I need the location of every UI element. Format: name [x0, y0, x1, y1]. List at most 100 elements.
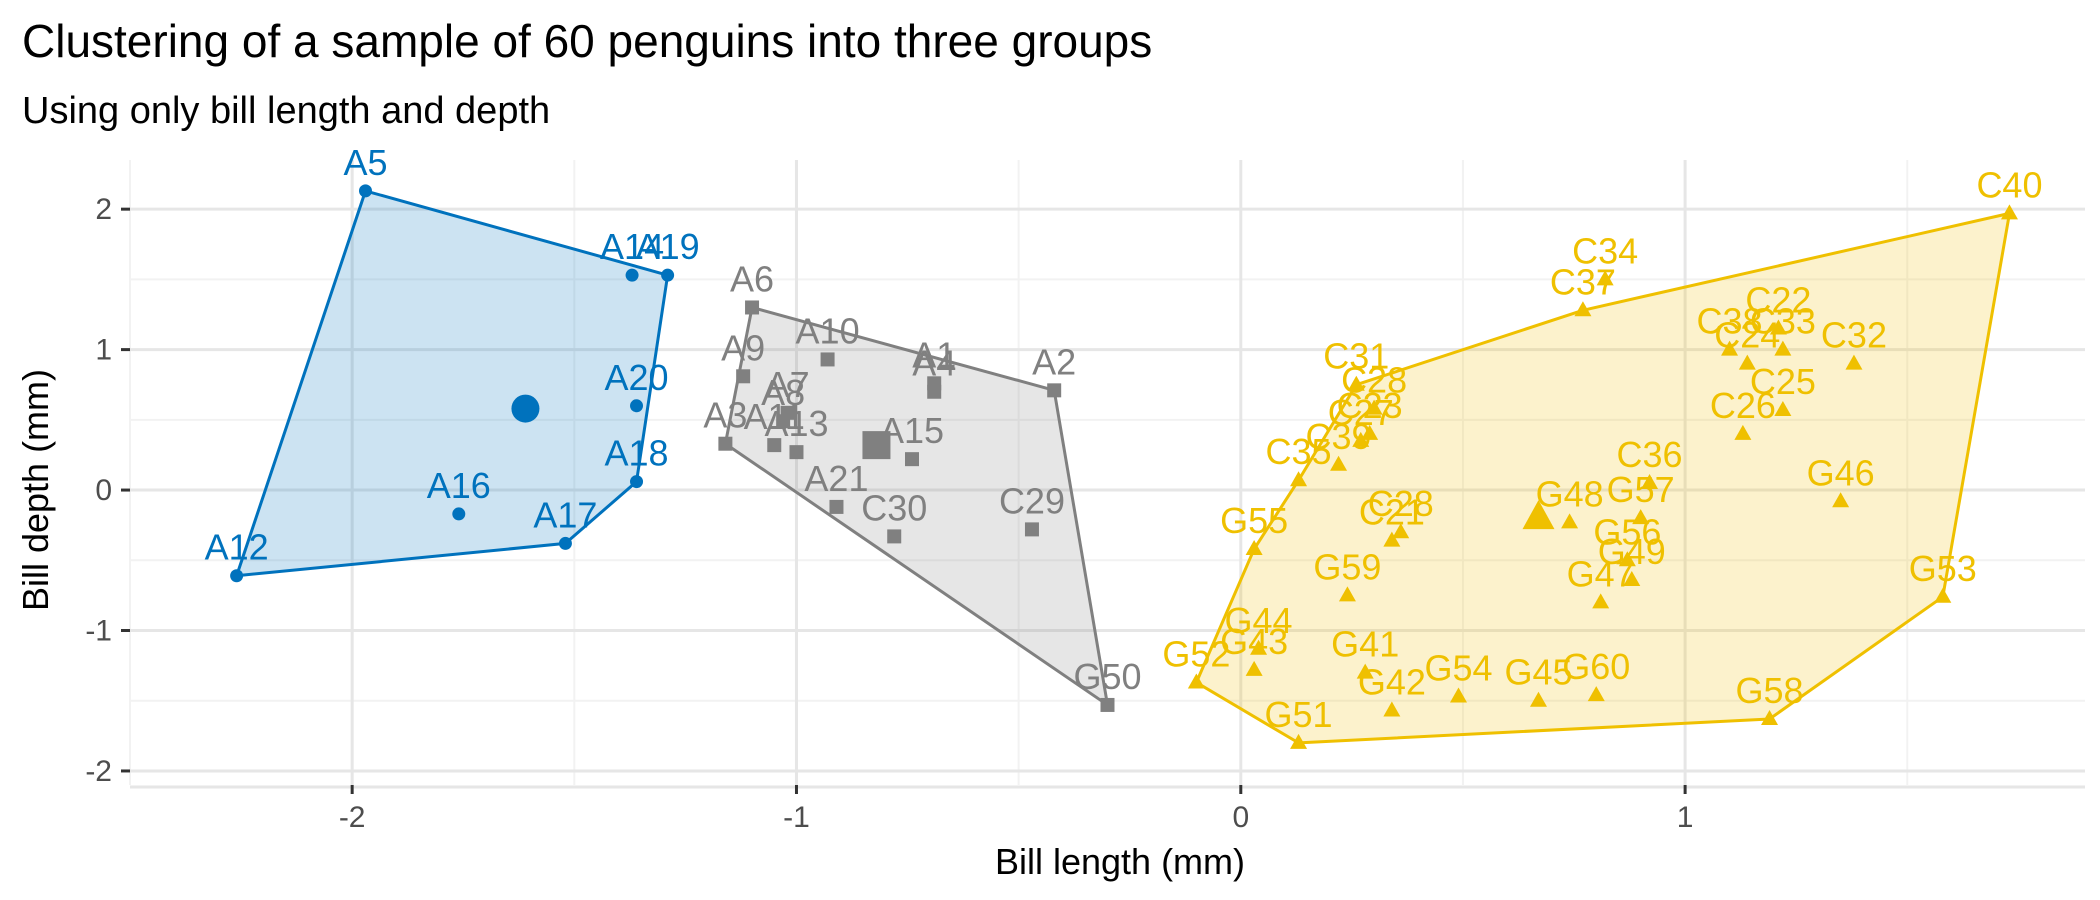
- data-point: [1383, 531, 1401, 547]
- y-tick-label: 2: [95, 193, 112, 226]
- point-label: G57: [1607, 469, 1675, 510]
- data-point: [452, 507, 466, 521]
- data-point: [1623, 570, 1641, 586]
- y-axis-title: Bill depth (mm): [15, 369, 56, 611]
- data-point: [230, 569, 244, 583]
- data-point: [905, 452, 919, 467]
- data-point: [1734, 424, 1752, 440]
- x-tick-label: -1: [783, 801, 810, 834]
- data-point: [1392, 523, 1410, 539]
- data-point: [1592, 593, 1610, 609]
- point-label: A7: [766, 364, 810, 405]
- data-point: [1934, 587, 1952, 603]
- point-label: G42: [1358, 662, 1426, 703]
- x-tick-label: 0: [1232, 801, 1249, 834]
- y-tick-label: -1: [85, 615, 112, 648]
- point-label: C23: [1337, 385, 1403, 426]
- point-label: G45: [1504, 652, 1572, 693]
- data-point: [1024, 522, 1039, 537]
- cluster-hulls: [235, 189, 2011, 745]
- point-label: G43: [1220, 621, 1288, 662]
- point-label: G51: [1265, 694, 1333, 735]
- data-point: [829, 499, 844, 514]
- data-point: [1047, 383, 1062, 398]
- point-label: A15: [880, 410, 944, 451]
- y-tick-label: 0: [95, 474, 112, 507]
- data-point: [625, 268, 639, 282]
- point-label: A2: [1032, 341, 1076, 382]
- point-label: A3: [703, 395, 747, 436]
- point-label: G44: [1225, 600, 1293, 641]
- data-point: [1561, 513, 1579, 529]
- point-label: G50: [1073, 656, 1141, 697]
- data-point: [1761, 709, 1779, 725]
- data-point: [1250, 639, 1268, 655]
- data-point: [1347, 375, 1365, 391]
- point-label: C35: [1266, 431, 1332, 472]
- point-label: C26: [1710, 385, 1776, 426]
- data-point: [1450, 687, 1468, 703]
- cluster-hull: [1194, 211, 2011, 745]
- point-label: A18: [604, 433, 668, 474]
- point-label: A10: [796, 310, 860, 351]
- point-label: A16: [427, 465, 491, 506]
- cluster-centroid: [1522, 500, 1555, 530]
- data-points: [230, 184, 2018, 749]
- point-label: G53: [1909, 548, 1977, 589]
- data-point: [1290, 733, 1308, 749]
- data-point: [776, 414, 791, 429]
- data-point: [1774, 340, 1792, 356]
- data-point: [1365, 399, 1383, 415]
- data-point: [820, 352, 835, 367]
- point-label: A6: [730, 258, 774, 299]
- data-point: [789, 445, 804, 460]
- x-axis-title: Bill length (mm): [995, 841, 1245, 882]
- data-point: [1529, 691, 1547, 707]
- point-label: A11: [744, 396, 805, 437]
- point-label: C28: [1368, 483, 1434, 524]
- point-label: A17: [533, 494, 597, 535]
- grid-major: [130, 160, 2085, 785]
- data-point: [630, 399, 644, 413]
- data-point: [1383, 701, 1401, 717]
- point-label: C39: [1306, 416, 1372, 457]
- point-label: C34: [1572, 230, 1638, 271]
- data-point: [767, 438, 782, 453]
- data-point: [1721, 340, 1739, 356]
- point-label: A19: [636, 226, 700, 267]
- data-point: [745, 300, 760, 315]
- point-label: C28: [1341, 360, 1407, 401]
- data-point: [1845, 354, 1863, 370]
- point-label: G48: [1536, 473, 1604, 514]
- point-label: A4: [912, 343, 956, 384]
- point-label: C40: [1976, 164, 2042, 205]
- point-label: A5: [343, 142, 387, 183]
- point-label: C29: [999, 480, 1065, 521]
- y-tick-label: -2: [85, 755, 112, 788]
- data-point: [1245, 540, 1263, 556]
- point-label: G60: [1562, 646, 1630, 687]
- data-point: [736, 369, 751, 384]
- point-label: C24: [1714, 315, 1780, 356]
- point-label: C38: [1697, 301, 1763, 342]
- cluster-hull: [235, 189, 670, 578]
- point-label: C31: [1323, 336, 1389, 377]
- point-label: A9: [721, 327, 765, 368]
- point-label: C32: [1821, 315, 1887, 356]
- point-label: G58: [1736, 670, 1804, 711]
- data-point: [1774, 401, 1792, 416]
- data-point: [1618, 551, 1636, 567]
- point-label: G52: [1162, 633, 1230, 674]
- point-label: C22: [1745, 280, 1811, 321]
- data-point: [1361, 424, 1379, 440]
- chart-title: Clustering of a sample of 60 penguins in…: [22, 15, 1153, 67]
- data-point: [718, 436, 733, 451]
- point-label: C25: [1750, 361, 1816, 402]
- point-label: A12: [205, 527, 269, 568]
- data-point: [1769, 319, 1787, 335]
- data-point: [1574, 301, 1592, 317]
- point-label: C36: [1617, 434, 1683, 475]
- point-label: C37: [1550, 261, 1616, 302]
- point-label: A1: [912, 334, 956, 375]
- data-point: [1330, 455, 1348, 471]
